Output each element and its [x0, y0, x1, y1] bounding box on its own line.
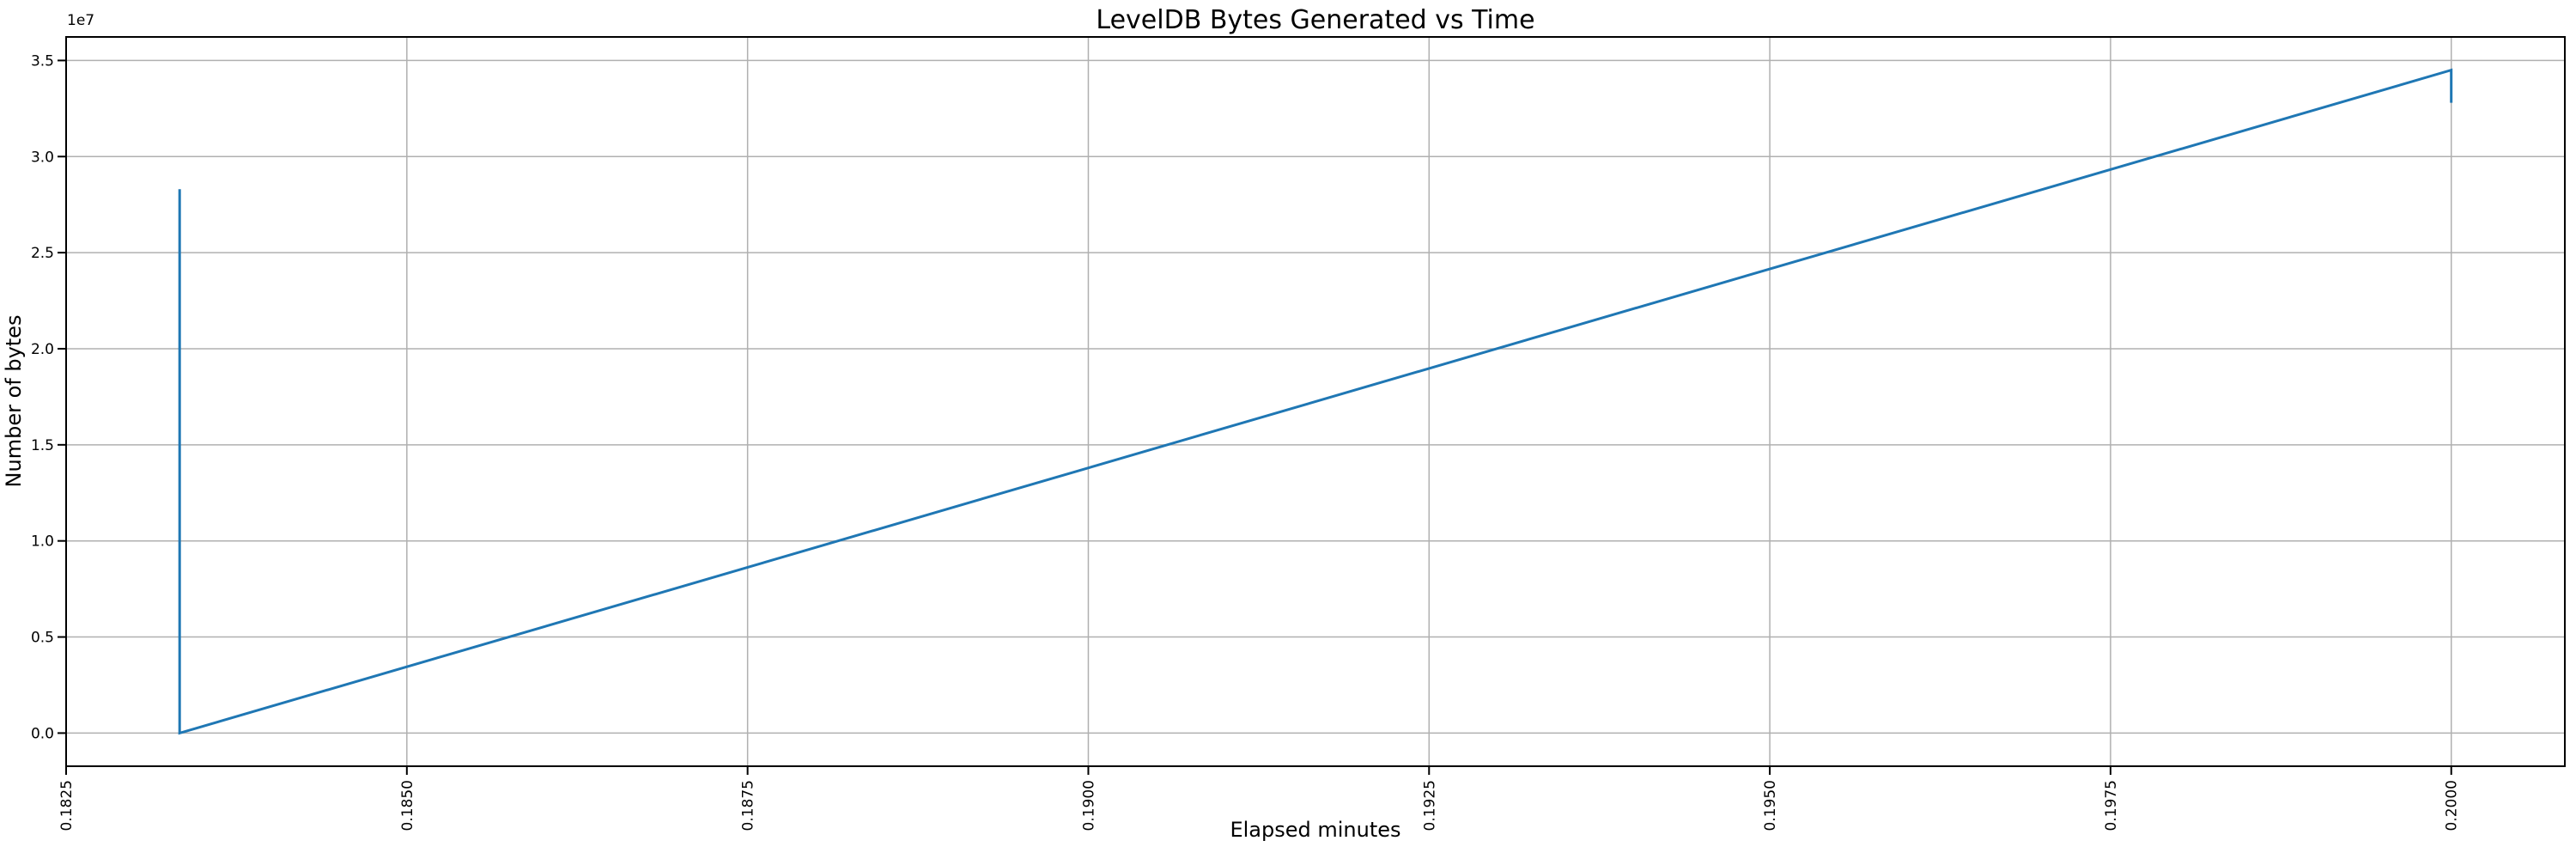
x-tick-label: 0.1825 [58, 780, 76, 831]
data-line-bytes-generated [178, 68, 2453, 735]
axes-spines [65, 36, 2566, 767]
x-tick-label: 0.2000 [2444, 780, 2461, 831]
data-series [178, 68, 2453, 735]
tick-marks [58, 59, 2452, 775]
x-tick-label: 0.1850 [399, 780, 416, 831]
x-tick-label: 0.1900 [1080, 780, 1097, 831]
y-tick-label: 0.5 [31, 630, 54, 647]
y-tick-label: 2.0 [31, 341, 54, 358]
y-tick-label: 3.0 [31, 149, 54, 166]
x-tick-label: 0.1925 [1421, 780, 1438, 831]
y-tick-label: 1.5 [31, 437, 54, 454]
y-tick-label: 2.5 [31, 245, 54, 262]
gridlines [65, 37, 2565, 766]
y-tick-label: 0.0 [31, 725, 54, 742]
tick-labels: 0.1825 0.1850 0.1875 0.1900 0.1925 0.1950 0.19… [31, 52, 2461, 831]
x-axis-label: Elapsed minutes [1230, 818, 1401, 842]
y-axis-offset-text: 1e7 [67, 12, 95, 29]
x-tick-label: 0.1875 [740, 780, 757, 831]
y-tick-label: 3.5 [31, 52, 54, 70]
y-tick-label: 1.0 [31, 533, 54, 551]
x-tick-label: 0.1975 [2103, 780, 2120, 831]
chart-title: LevelDB Bytes Generated vs Time [1096, 5, 1535, 35]
plot-border [65, 36, 2566, 767]
x-tick-label: 0.1950 [1762, 780, 1779, 831]
